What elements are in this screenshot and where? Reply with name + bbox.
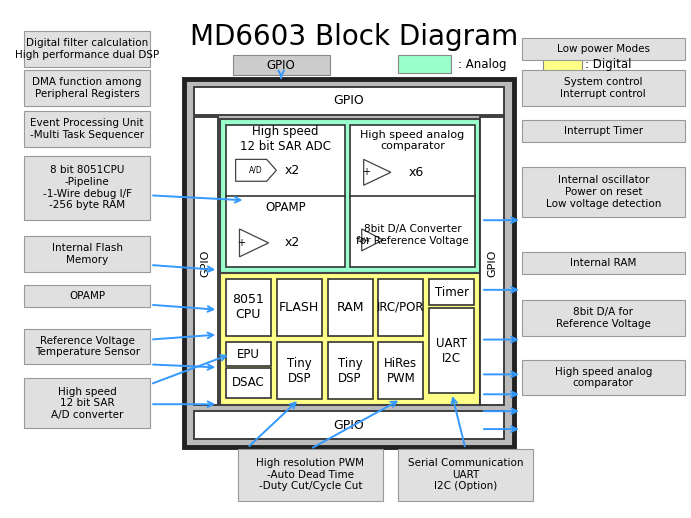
- Text: GPIO: GPIO: [334, 94, 364, 107]
- Text: RAM: RAM: [337, 301, 364, 314]
- Bar: [379, 342, 424, 399]
- Text: x2: x2: [284, 164, 299, 177]
- Text: x2: x2: [284, 236, 299, 249]
- Text: High speed analog
comparator: High speed analog comparator: [360, 130, 464, 151]
- Bar: [350, 125, 475, 197]
- Bar: [194, 411, 504, 439]
- Text: MD6603 Block Diagram: MD6603 Block Diagram: [190, 23, 518, 51]
- Polygon shape: [240, 229, 269, 257]
- Bar: [226, 196, 346, 267]
- Bar: [226, 368, 271, 398]
- Text: GPIO: GPIO: [200, 249, 211, 277]
- Text: Tiny
DSP: Tiny DSP: [287, 357, 312, 385]
- Text: Tiny
DSP: Tiny DSP: [338, 357, 363, 385]
- Bar: [220, 273, 480, 405]
- Text: Timer: Timer: [435, 285, 468, 298]
- Text: GPIO: GPIO: [488, 249, 498, 277]
- Bar: [522, 359, 685, 395]
- Bar: [24, 236, 150, 272]
- Bar: [543, 55, 582, 73]
- Bar: [276, 342, 322, 399]
- Bar: [522, 120, 685, 142]
- Text: FLASH: FLASH: [279, 301, 319, 314]
- Bar: [522, 70, 685, 106]
- Text: UART
I2C: UART I2C: [436, 337, 467, 365]
- Bar: [522, 167, 685, 217]
- Bar: [220, 119, 480, 273]
- Text: HiRes
PWM: HiRes PWM: [384, 357, 417, 385]
- Polygon shape: [363, 160, 391, 185]
- Bar: [276, 279, 322, 336]
- Bar: [522, 252, 685, 274]
- Text: Internal oscillator
Power on reset
Low voltage detection: Internal oscillator Power on reset Low v…: [546, 176, 661, 209]
- Bar: [24, 285, 150, 307]
- Bar: [328, 342, 372, 399]
- Text: High resolution PWM
-Auto Dead Time
-Duty Cut/Cycle Cut: High resolution PWM -Auto Dead Time -Dut…: [256, 458, 364, 492]
- Text: 8 bit 8051CPU
-Pipeline
-1-Wire debug I/F
-256 byte RAM: 8 bit 8051CPU -Pipeline -1-Wire debug I/…: [43, 165, 132, 210]
- Text: +: +: [238, 238, 245, 248]
- Bar: [24, 111, 150, 147]
- Text: Reference Voltage
Temperature Sensor: Reference Voltage Temperature Sensor: [35, 336, 140, 357]
- Text: Digital filter calculation
High performance dual DSP: Digital filter calculation High performa…: [15, 38, 160, 60]
- Bar: [226, 125, 346, 197]
- Text: High speed
12 bit SAR
A/D converter: High speed 12 bit SAR A/D converter: [51, 386, 124, 420]
- Bar: [480, 117, 504, 405]
- Text: 8bit D/A Converter
for Reference Voltage: 8bit D/A Converter for Reference Voltage: [356, 224, 468, 246]
- Bar: [24, 156, 150, 220]
- Bar: [24, 329, 150, 365]
- Bar: [429, 279, 474, 305]
- Text: DSAC: DSAC: [232, 377, 265, 390]
- Text: 8bit D/A for
Reference Voltage: 8bit D/A for Reference Voltage: [556, 308, 651, 329]
- Text: GPIO: GPIO: [267, 59, 296, 71]
- Bar: [194, 117, 218, 405]
- Text: : Digital: : Digital: [585, 57, 632, 70]
- Text: Internal RAM: Internal RAM: [570, 258, 636, 268]
- Bar: [226, 279, 271, 336]
- Text: Serial Communication
UART
I2C (Option): Serial Communication UART I2C (Option): [408, 458, 523, 492]
- Text: Low power Modes: Low power Modes: [557, 44, 650, 54]
- Text: +: +: [361, 167, 370, 177]
- Text: Interrupt Timer: Interrupt Timer: [564, 126, 643, 136]
- Text: 8051
CPU: 8051 CPU: [232, 294, 265, 322]
- Bar: [328, 279, 372, 336]
- Bar: [379, 279, 424, 336]
- Bar: [397, 55, 451, 73]
- Bar: [233, 55, 330, 75]
- Bar: [429, 308, 474, 393]
- Text: Internal Flash
Memory: Internal Flash Memory: [52, 243, 123, 265]
- Text: EPU: EPU: [237, 348, 260, 361]
- Text: A/D: A/D: [249, 166, 263, 175]
- Text: Event Processing Unit
-Multi Task Sequencer: Event Processing Unit -Multi Task Sequen…: [30, 119, 144, 140]
- Text: High speed analog
comparator: High speed analog comparator: [555, 367, 652, 388]
- Bar: [350, 196, 475, 267]
- Bar: [24, 378, 150, 428]
- Bar: [184, 79, 514, 447]
- Polygon shape: [236, 160, 276, 181]
- Bar: [24, 70, 150, 106]
- Bar: [24, 31, 150, 67]
- Text: IRC/POR: IRC/POR: [377, 301, 425, 314]
- Text: OPAMP: OPAMP: [265, 202, 306, 214]
- Polygon shape: [361, 229, 383, 251]
- Bar: [397, 449, 533, 501]
- Bar: [522, 38, 685, 60]
- Bar: [238, 449, 383, 501]
- Text: System control
Interrupt control: System control Interrupt control: [560, 77, 646, 99]
- Bar: [522, 300, 685, 336]
- Text: OPAMP: OPAMP: [69, 291, 105, 301]
- Text: : Analog: : Analog: [457, 57, 507, 70]
- Text: D/A: D/A: [357, 237, 370, 243]
- Bar: [226, 342, 271, 366]
- Text: x6: x6: [408, 166, 424, 179]
- Text: High speed
12 bit SAR ADC: High speed 12 bit SAR ADC: [240, 125, 331, 153]
- Text: DMA function among
Peripheral Registers: DMA function among Peripheral Registers: [32, 77, 142, 99]
- Bar: [194, 87, 504, 115]
- Text: GPIO: GPIO: [334, 419, 364, 431]
